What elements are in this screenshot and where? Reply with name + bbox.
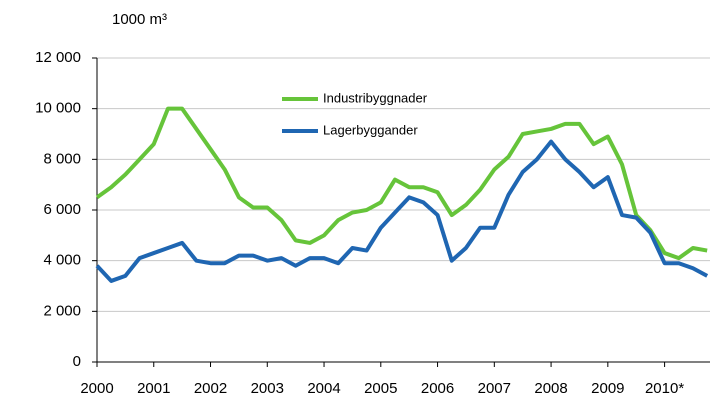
x-tick-label: 2005 bbox=[364, 380, 397, 397]
x-tick-label: 2010* bbox=[645, 380, 684, 397]
x-tick-label: 2006 bbox=[421, 380, 454, 397]
x-tick-label: 2008 bbox=[534, 380, 567, 397]
x-tick-label: 2009 bbox=[591, 380, 624, 397]
y-tick-label: 12 000 bbox=[35, 49, 81, 66]
y-tick-label: 0 bbox=[73, 353, 81, 370]
x-tick-label: 2000 bbox=[80, 380, 113, 397]
y-tick-label: 8 000 bbox=[43, 150, 81, 167]
x-tick-label: 2001 bbox=[137, 380, 170, 397]
y-tick-label: 6 000 bbox=[43, 201, 81, 218]
legend-label: Industribyggnader bbox=[323, 90, 428, 105]
y-tick-label: 4 000 bbox=[43, 252, 81, 269]
y-unit-label: 1000 m³ bbox=[112, 11, 167, 28]
legend-label: Lagerbyggander bbox=[323, 122, 418, 137]
y-tick-label: 2 000 bbox=[43, 302, 81, 319]
x-tick-label: 2002 bbox=[194, 380, 227, 397]
x-tick-label: 2007 bbox=[478, 380, 511, 397]
series-line bbox=[95, 106, 708, 261]
x-tick-label: 2003 bbox=[251, 380, 284, 397]
series-line bbox=[95, 139, 709, 283]
x-tick-label: 2004 bbox=[307, 380, 340, 397]
y-tick-label: 10 000 bbox=[35, 100, 81, 117]
